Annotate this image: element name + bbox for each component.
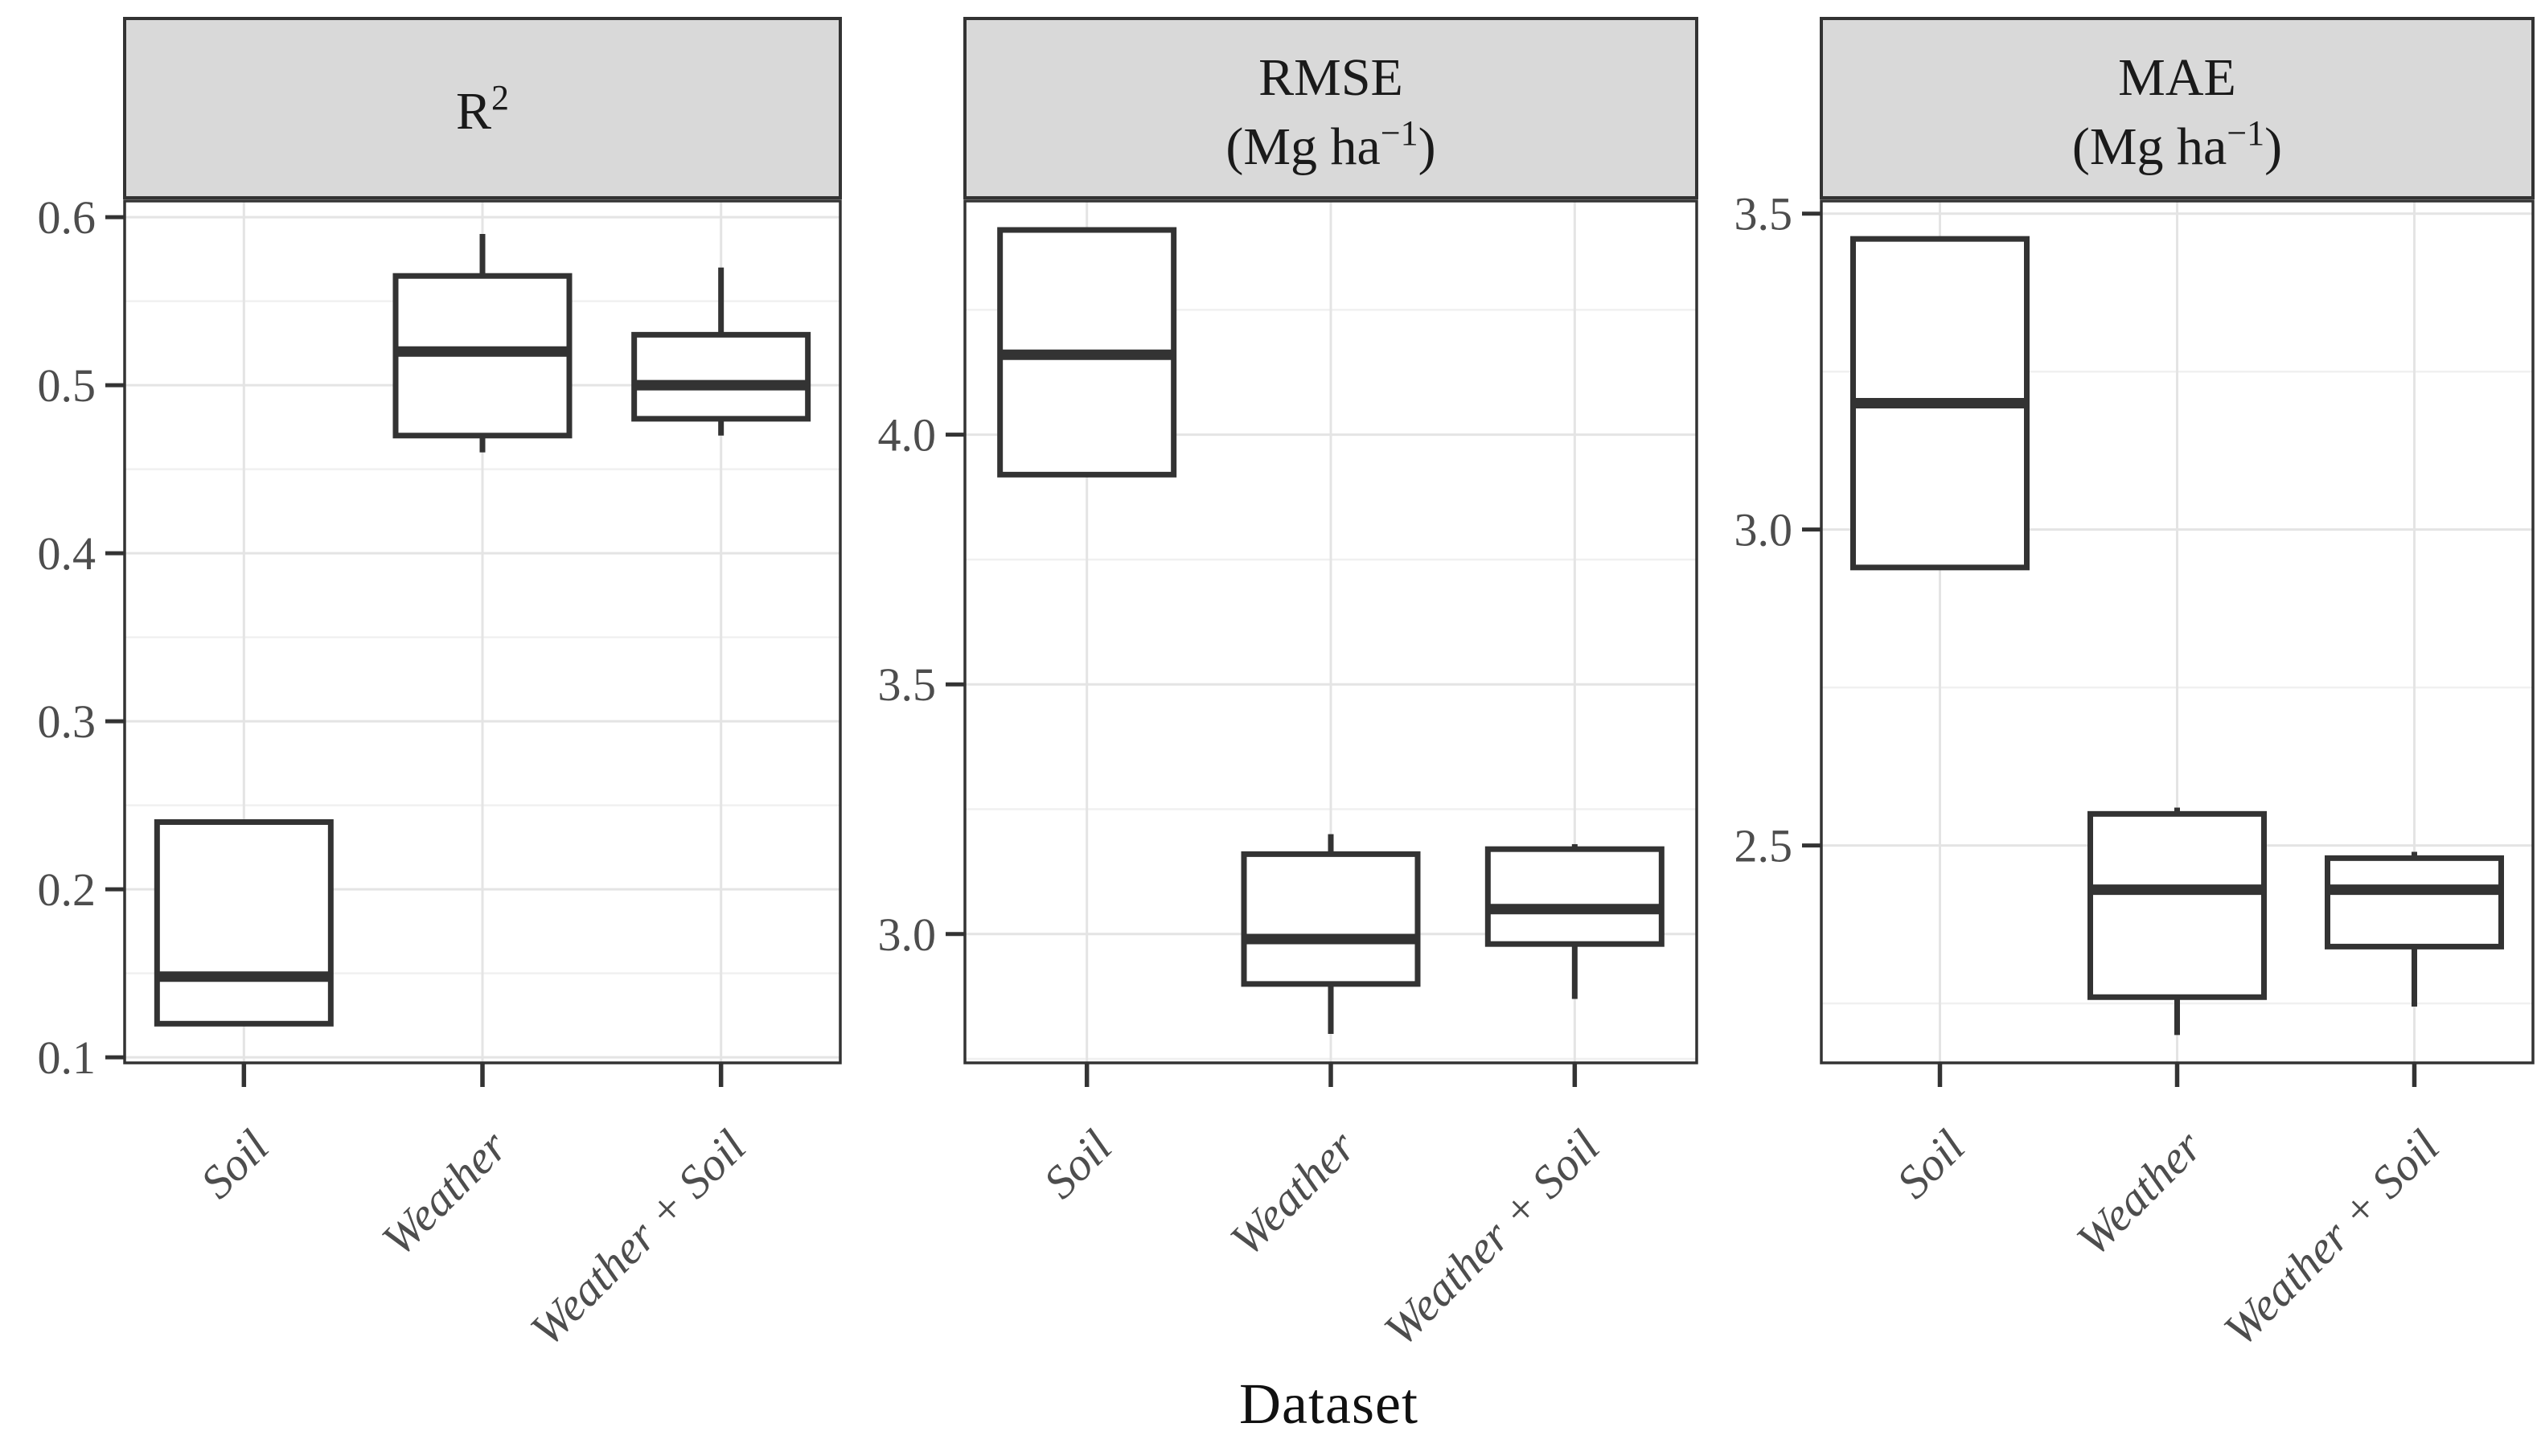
y-axis-tick-label: 4.0 (878, 409, 937, 461)
panel-rmse: RMSE (Mg ha−1) 4.0 3.5 3.0 Soil Weather Weather… (878, 17, 1698, 1356)
boxplot-r2-2 (392, 233, 573, 453)
boxplot-mae-3 (2325, 851, 2504, 1007)
boxplot-rmse-3 (1484, 843, 1665, 999)
x-axis-tick-label: Weather (2067, 1120, 2212, 1265)
facet-title-rmse: (Mg ha−1) (1225, 113, 1435, 176)
x-axis-tick-label: Soil (1886, 1120, 1975, 1208)
facet-title-r2: R2 (456, 78, 509, 141)
box-iqr (631, 331, 811, 422)
box-iqr (1484, 846, 1665, 947)
x-axis-tick-label: Weather (372, 1120, 517, 1265)
box-iqr (2325, 855, 2504, 949)
boxplot-r2-3 (631, 267, 811, 436)
facet-title-rmse: RMSE (1258, 48, 1403, 107)
boxplot-mae-2 (2087, 807, 2267, 1036)
y-axis-tick-label: 3.0 (1734, 504, 1793, 556)
x-axis-tick-label: Weather (1220, 1120, 1365, 1265)
y-axis-tick-label: 3.5 (878, 658, 937, 711)
y-axis-tick-label: 2.5 (1734, 820, 1793, 872)
box-iqr (154, 818, 334, 1027)
facet-strip-r2 (123, 17, 842, 199)
boxplot-rmse-2 (1241, 834, 1421, 1034)
x-axis-tick-label: Weather + Soil (520, 1120, 756, 1356)
boxplot-rmse-1 (997, 227, 1177, 478)
boxplot-r2-1 (154, 818, 334, 1027)
box-iqr (2087, 810, 2267, 1000)
x-axis-tick-label: Weather + Soil (2214, 1120, 2449, 1356)
y-axis-tick-label: 3.0 (878, 908, 937, 961)
y-axis-tick-label: 0.5 (38, 359, 96, 412)
x-axis-tick-label: Soil (1033, 1120, 1122, 1208)
facet-strip-mae (1820, 17, 2535, 199)
x-axis-tick-label: Weather + Soil (1373, 1120, 1609, 1356)
y-axis-tick-label: 0.1 (38, 1032, 96, 1084)
facet-title-mae: MAE (2118, 48, 2236, 107)
panel-mae: MAE (Mg ha−1) 3.5 3.0 2.5 Soil Weather Weather … (1734, 17, 2535, 1356)
boxplot-mae-1 (1850, 236, 2030, 571)
x-axis-title: Dataset (1239, 1372, 1418, 1436)
box-iqr (1241, 851, 1421, 987)
x-axis-tick-label: Soil (191, 1120, 279, 1208)
y-axis-tick-label: 3.5 (1734, 188, 1793, 240)
panel-r2: R2 0.6 0.5 0.4 0.3 0.2 0.1 Soil Weather Weather +… (38, 17, 842, 1356)
y-axis-tick-label: 0.2 (38, 863, 96, 916)
y-axis-tick-label: 0.6 (38, 191, 96, 244)
y-axis-tick-label: 0.3 (38, 695, 96, 748)
facet-title-mae: (Mg ha−1) (2072, 113, 2282, 176)
y-axis-tick-label: 0.4 (38, 527, 96, 580)
facet-strip-rmse (963, 17, 1698, 199)
